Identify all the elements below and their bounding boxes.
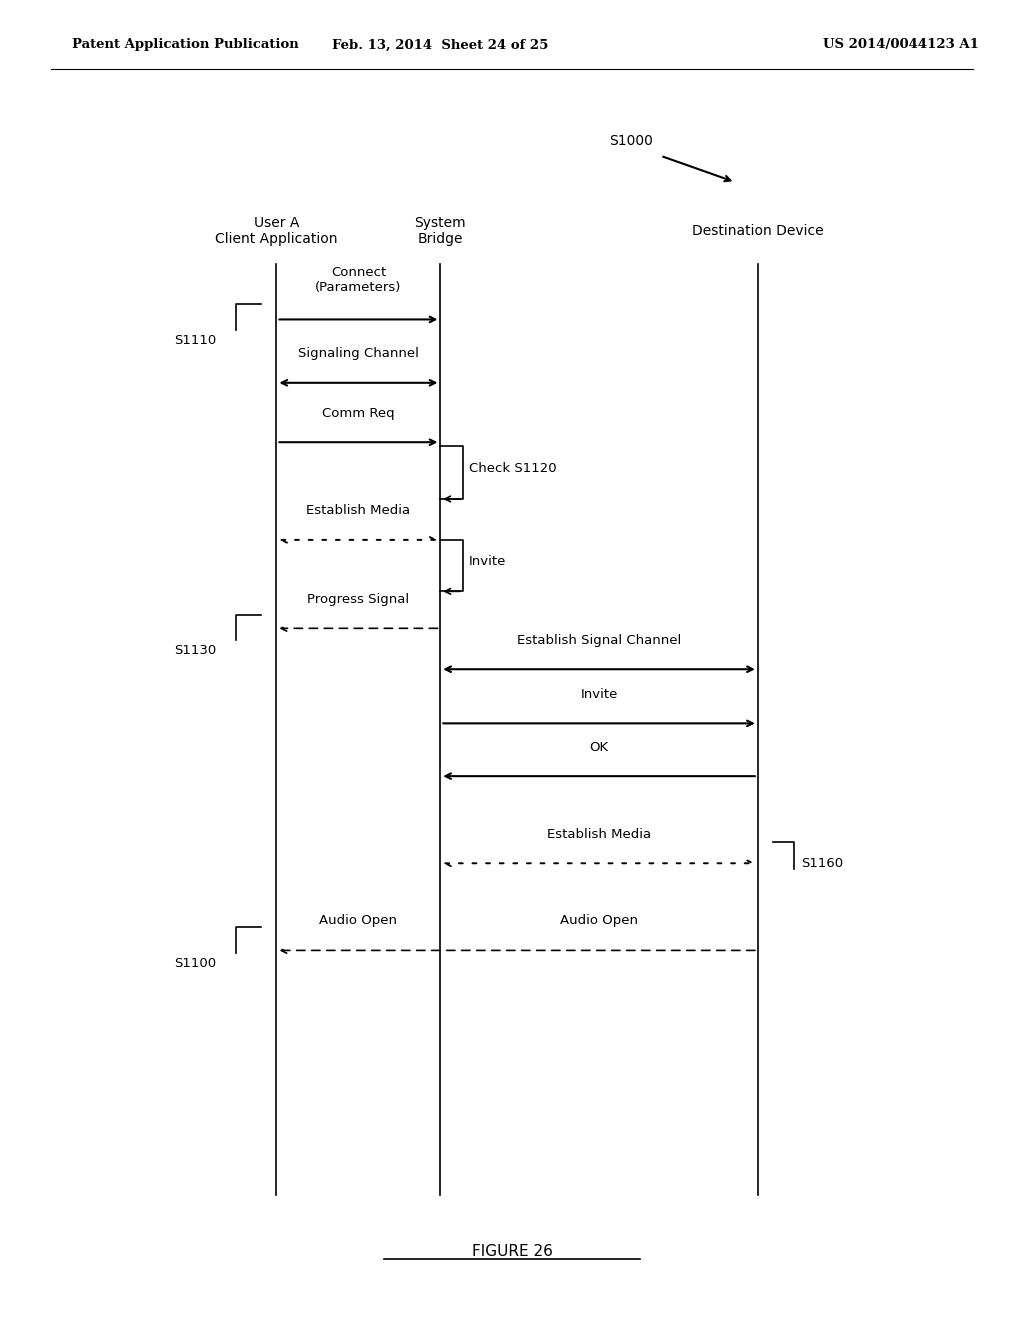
Text: Progress Signal: Progress Signal xyxy=(307,593,410,606)
Text: Invite: Invite xyxy=(581,688,617,701)
Text: OK: OK xyxy=(590,741,608,754)
Text: Establish Signal Channel: Establish Signal Channel xyxy=(517,634,681,647)
Text: S1000: S1000 xyxy=(609,135,653,148)
Text: User A
Client Application: User A Client Application xyxy=(215,216,338,246)
Text: Signaling Channel: Signaling Channel xyxy=(298,347,419,360)
Text: Invite: Invite xyxy=(469,556,506,568)
Text: S1110: S1110 xyxy=(174,334,216,347)
Text: Audio Open: Audio Open xyxy=(560,913,638,927)
Text: Connect
(Parameters): Connect (Parameters) xyxy=(315,267,401,294)
Text: S1160: S1160 xyxy=(801,857,843,870)
Text: US 2014/0044123 A1: US 2014/0044123 A1 xyxy=(823,38,979,51)
Text: Feb. 13, 2014  Sheet 24 of 25: Feb. 13, 2014 Sheet 24 of 25 xyxy=(332,38,549,51)
Text: Establish Media: Establish Media xyxy=(306,504,411,517)
Text: Audio Open: Audio Open xyxy=(319,913,397,927)
Text: Check S1120: Check S1120 xyxy=(469,462,557,475)
Text: System
Bridge: System Bridge xyxy=(415,216,466,246)
Text: Destination Device: Destination Device xyxy=(692,224,823,238)
Text: S1130: S1130 xyxy=(174,644,216,657)
Text: FIGURE 26: FIGURE 26 xyxy=(472,1243,552,1259)
Text: Establish Media: Establish Media xyxy=(547,828,651,841)
Text: S1100: S1100 xyxy=(174,957,216,970)
Text: Patent Application Publication: Patent Application Publication xyxy=(72,38,298,51)
Text: Comm Req: Comm Req xyxy=(323,407,394,420)
